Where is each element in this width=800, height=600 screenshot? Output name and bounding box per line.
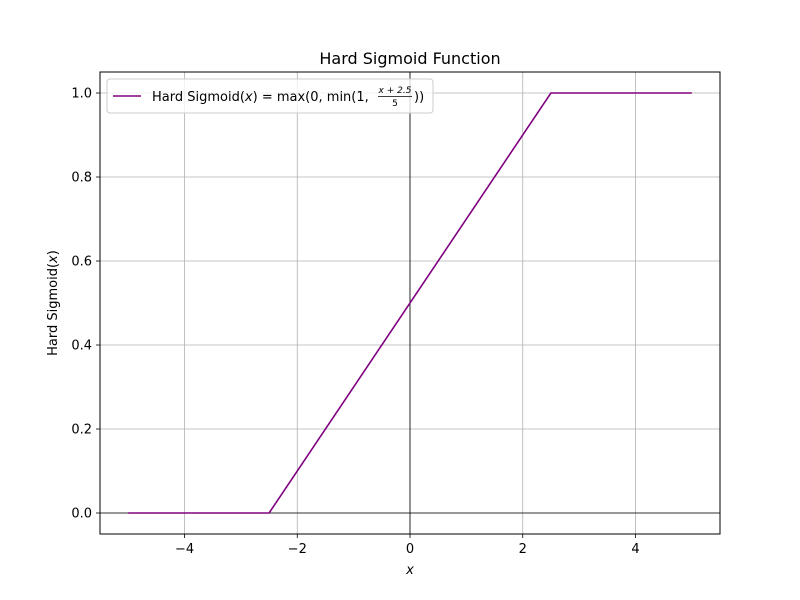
x-tick-label: −4 — [175, 542, 194, 557]
y-tick-label: 0.8 — [71, 171, 92, 186]
y-tick-label: 0.0 — [71, 507, 92, 522]
y-ticks: 0.0 0.2 0.4 0.6 0.8 1.0 — [71, 87, 100, 522]
series — [128, 92, 692, 514]
y-tick-label: 0.2 — [71, 423, 92, 438]
x-ticks: −4 −2 0 2 4 — [175, 534, 640, 557]
x-tick-label: −2 — [288, 542, 307, 557]
x-tick-label: 0 — [406, 542, 414, 557]
legend-box — [106, 78, 434, 114]
chart-title: Hard Sigmoid Function — [319, 49, 500, 68]
x-tick-label: 4 — [631, 542, 639, 557]
series-line — [128, 92, 692, 514]
legend-fraction-denominator: 5 — [392, 99, 398, 109]
x-tick-label: 2 — [519, 542, 527, 557]
y-tick-label: 0.4 — [71, 339, 92, 354]
y-tick-label: 1.0 — [71, 87, 92, 102]
legend: Hard Sigmoid(x) = max(0, min(1, x + 2.5 5… — [106, 78, 434, 114]
y-tick-label: 0.6 — [71, 255, 92, 270]
legend-label-suffix: )) — [414, 90, 424, 105]
y-axis-title: Hard Sigmoid(x) — [46, 250, 61, 356]
legend-fraction-numerator: x + 2.5 — [378, 86, 412, 96]
x-axis-title: x — [405, 563, 414, 578]
legend-label: Hard Sigmoid(x) = max(0, min(1, — [152, 90, 369, 105]
